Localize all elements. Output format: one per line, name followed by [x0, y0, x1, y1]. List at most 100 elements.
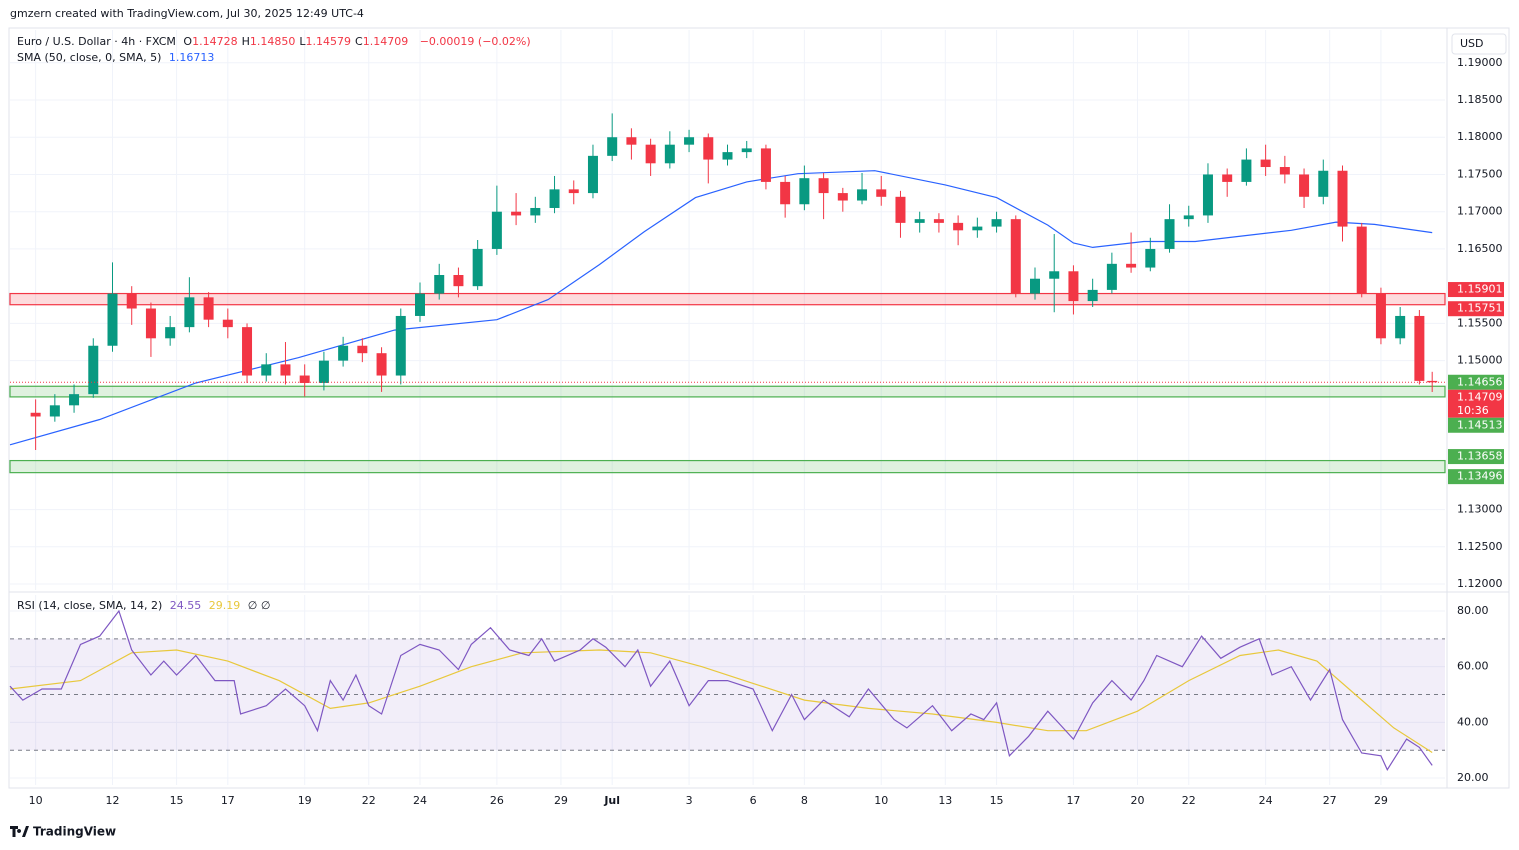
candle-body [741, 148, 752, 153]
x-tick-label: Jul [603, 794, 620, 807]
candle-body [799, 178, 810, 205]
ohlc-values: O1.14728 H1.14850 L1.14579 C1.14709 [183, 35, 412, 48]
candle-body [664, 144, 675, 164]
rsi-empty: ∅ ∅ [247, 599, 271, 612]
candle-body [549, 189, 560, 208]
price-label: 1.13658 [1457, 450, 1503, 463]
candle-body [1164, 219, 1175, 249]
candle-body [914, 219, 925, 223]
candle-body [280, 364, 291, 376]
candle-body [395, 315, 406, 376]
y-tick-label: 1.15000 [1457, 354, 1503, 367]
y-tick-label: 1.16500 [1457, 242, 1503, 255]
brand: TradingView [33, 825, 116, 839]
candle-body [415, 293, 425, 316]
ohlc-value: 1.14579 [305, 35, 352, 48]
x-tick-label: 24 [1259, 794, 1273, 807]
price-label-box [1448, 417, 1504, 433]
ohlc-value: 1.14709 [362, 35, 409, 48]
x-tick-label: 10 [29, 794, 43, 807]
candle-body [1183, 215, 1194, 220]
candle-body [972, 226, 983, 231]
x-tick-label: 17 [1066, 794, 1080, 807]
candle-body [222, 319, 233, 328]
zone [9, 459, 1446, 474]
x-tick-label: 22 [362, 794, 376, 807]
candle-body [626, 137, 637, 145]
rsi-name[interactable]: RSI (14, close, SMA, 14, 2) [17, 599, 163, 612]
sma-name[interactable]: SMA (50, close, 0, SMA, 5) [17, 51, 162, 64]
price-label: 1.14656 [1457, 375, 1503, 388]
sma-line [9, 170, 1433, 446]
candle-body [645, 144, 656, 164]
candle-body [165, 327, 176, 339]
price-label: 1.15751 [1457, 302, 1503, 315]
candle-body [607, 137, 618, 156]
candle-body [261, 364, 272, 376]
candle-body [1222, 174, 1233, 182]
candle-body [511, 211, 522, 216]
candle-body [1279, 167, 1290, 175]
y-tick-label: 1.12000 [1457, 577, 1503, 590]
x-tick-label: 17 [221, 794, 235, 807]
candle-body [318, 360, 329, 383]
ohlc-value: 1.14850 [249, 35, 296, 48]
price-label-box [1448, 449, 1504, 465]
price-label: 1.14709 [1457, 390, 1503, 403]
x-tick-label: 29 [554, 794, 568, 807]
candle-body [299, 375, 310, 383]
candle-body [684, 137, 695, 145]
candle-body [434, 275, 445, 294]
currency[interactable]: USD [1460, 37, 1484, 50]
candle-body [722, 152, 733, 160]
y-tick-label: 1.13000 [1457, 503, 1503, 516]
candle-body [49, 405, 60, 417]
y-tick-label: 1.17000 [1457, 205, 1503, 218]
price-label: 1.15901 [1457, 283, 1503, 296]
candle-body [1030, 278, 1040, 294]
x-tick-label: 8 [801, 794, 808, 807]
frame [8, 27, 1510, 789]
price-label-box [1448, 389, 1504, 418]
candle-body [837, 193, 848, 201]
candle-body [1049, 271, 1060, 279]
rsi-line [9, 609, 1433, 771]
candle-body [1126, 263, 1137, 268]
attribution: gmzern created with TradingView.com, Jul… [10, 7, 364, 20]
candle-body [1395, 315, 1406, 339]
rsi-ma-line [9, 649, 1433, 754]
candle-body [1241, 159, 1252, 182]
candle-body [1427, 380, 1438, 383]
candle-body [1145, 248, 1156, 268]
x-tick-label: 13 [938, 794, 952, 807]
sma-last: 1.16713 [168, 51, 215, 64]
sma-legend: SMA (50, close, 0, SMA, 5) 1.16713 [17, 51, 218, 64]
candle-body [1068, 271, 1079, 302]
candle-body [991, 219, 1002, 227]
y-tick-label: 1.19000 [1457, 56, 1503, 69]
x-tick-label: 20 [1131, 794, 1145, 807]
rsi-ma-last: 29.19 [208, 599, 241, 612]
y-tick-label: 40.00 [1457, 715, 1489, 728]
candle-body [760, 148, 771, 182]
ohlc-key: H [241, 35, 250, 48]
x-tick-label: 29 [1374, 794, 1388, 807]
candle-body [357, 345, 368, 354]
y-tick-label: 80.00 [1457, 604, 1489, 617]
candle-body [568, 189, 579, 194]
x-tick-label: 6 [750, 794, 757, 807]
candle-body [933, 219, 944, 223]
symbol[interactable]: Euro / U.S. Dollar · 4h · FXCM [17, 35, 176, 48]
symbol-legend: Euro / U.S. Dollar · 4h · FXCM O1.14728 H… [17, 35, 535, 48]
candle-body [203, 297, 214, 320]
candle-body [780, 181, 791, 205]
y-tick-label: 20.00 [1457, 771, 1489, 784]
currency-box[interactable] [1451, 33, 1507, 55]
x-tick-label: 3 [686, 794, 693, 807]
candle-body [145, 308, 156, 339]
x-tick-label: 24 [413, 794, 427, 807]
price-label-box [1448, 301, 1504, 317]
ohlc-key: O [183, 35, 193, 48]
